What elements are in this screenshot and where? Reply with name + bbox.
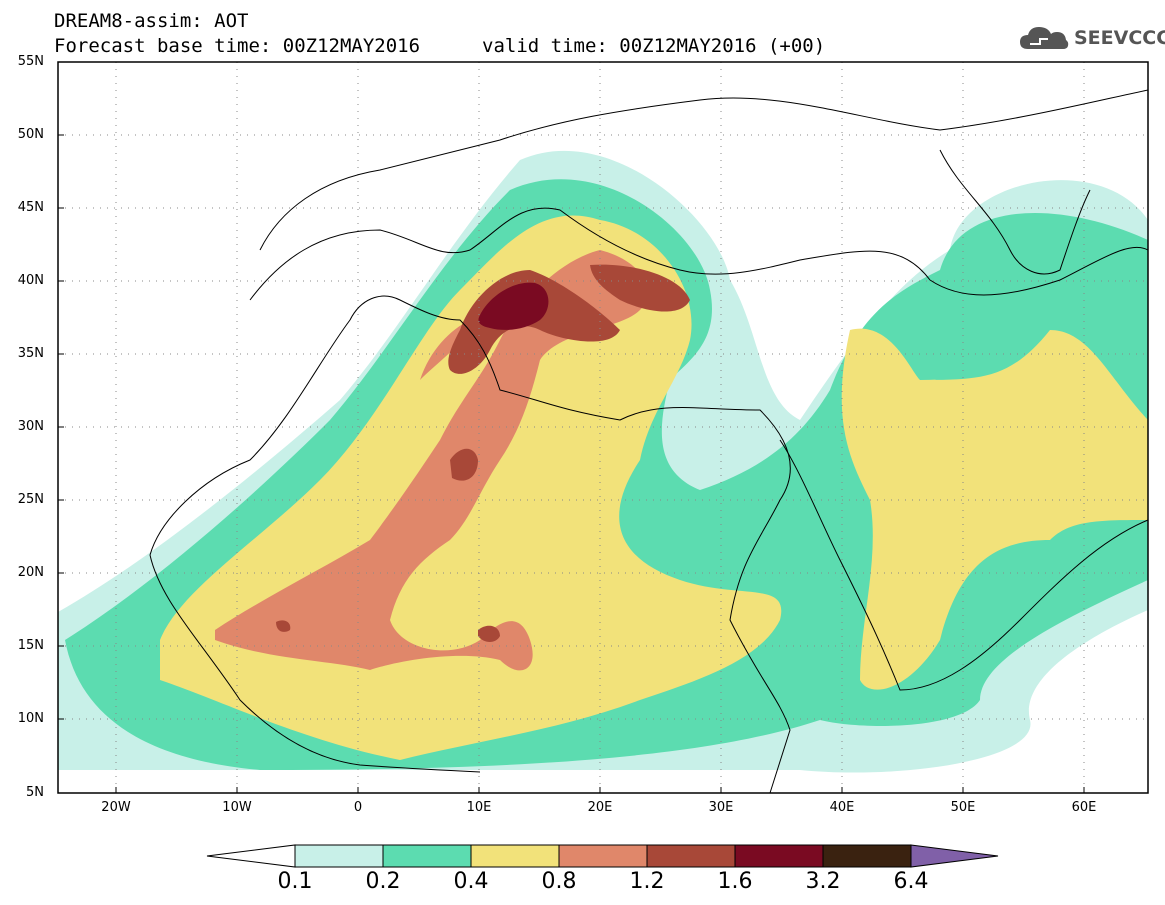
colorbar-label: 6.4 xyxy=(893,869,929,894)
lat-label: 55N xyxy=(17,54,44,69)
lon-label: 40E xyxy=(829,800,855,815)
aot-band-1.2 xyxy=(276,264,690,642)
colorbar-label: 1.6 xyxy=(717,869,753,894)
aot-field xyxy=(58,150,1148,773)
map-title: DREAM8-assim: AOT xyxy=(54,10,249,32)
map-gridlines xyxy=(58,62,1148,793)
colorbar-segment-below xyxy=(206,844,296,868)
colorbar-label: 0.8 xyxy=(541,869,577,894)
colorbar-label: 0.2 xyxy=(365,869,401,894)
lon-label: 30E xyxy=(708,800,734,815)
coastlines xyxy=(149,89,1149,794)
map-ticks xyxy=(58,134,1085,793)
logo-text: SEEVCCC xyxy=(1074,27,1165,49)
colorbar-segment-5 xyxy=(646,844,736,868)
lon-label: 10W xyxy=(222,800,252,815)
colorbar xyxy=(206,844,999,868)
lat-label: 35N xyxy=(17,346,44,361)
colorbar-segment-6 xyxy=(734,844,824,868)
colorbar-segment-4 xyxy=(558,844,648,868)
lon-label: 20W xyxy=(101,800,131,815)
lon-label: 60E xyxy=(1071,800,1097,815)
cloud-icon xyxy=(1020,27,1069,49)
aot-band-1.6 xyxy=(478,282,549,330)
lat-label: 20N xyxy=(17,565,44,580)
lat-label: 15N xyxy=(17,638,44,653)
aot-band-0.4 xyxy=(160,215,1148,760)
aot-band-0.8 xyxy=(215,250,648,671)
lat-label: 10N xyxy=(17,711,44,726)
colorbar-label: 3.2 xyxy=(805,869,841,894)
colorbar-segment-above xyxy=(910,844,999,868)
lat-label: 30N xyxy=(17,419,44,434)
lon-label: 50E xyxy=(950,800,976,815)
lat-label: 5N xyxy=(26,785,44,800)
lat-label: 45N xyxy=(17,200,44,215)
colorbar-label: 0.4 xyxy=(453,869,489,894)
lon-label: 10E xyxy=(466,800,492,815)
colorbar-label: 1.2 xyxy=(629,869,665,894)
colorbar-segment-3 xyxy=(470,844,560,868)
forecast-base-time: Forecast base time: 00Z12MAY2016 xyxy=(54,35,421,57)
lat-label: 50N xyxy=(17,127,44,142)
colorbar-segment-1 xyxy=(294,844,384,868)
lat-label: 25N xyxy=(17,492,44,507)
valid-time: valid time: 00Z12MAY2016 (+00) xyxy=(482,35,826,57)
lon-label: 20E xyxy=(587,800,613,815)
colorbar-label: 0.1 xyxy=(277,869,313,894)
colorbar-segment-7 xyxy=(822,844,912,868)
lat-label: 40N xyxy=(17,273,44,288)
seevccc-logo: SEEVCCC xyxy=(1018,22,1165,54)
colorbar-segment-2 xyxy=(382,844,472,868)
lon-label: 0 xyxy=(353,800,363,815)
